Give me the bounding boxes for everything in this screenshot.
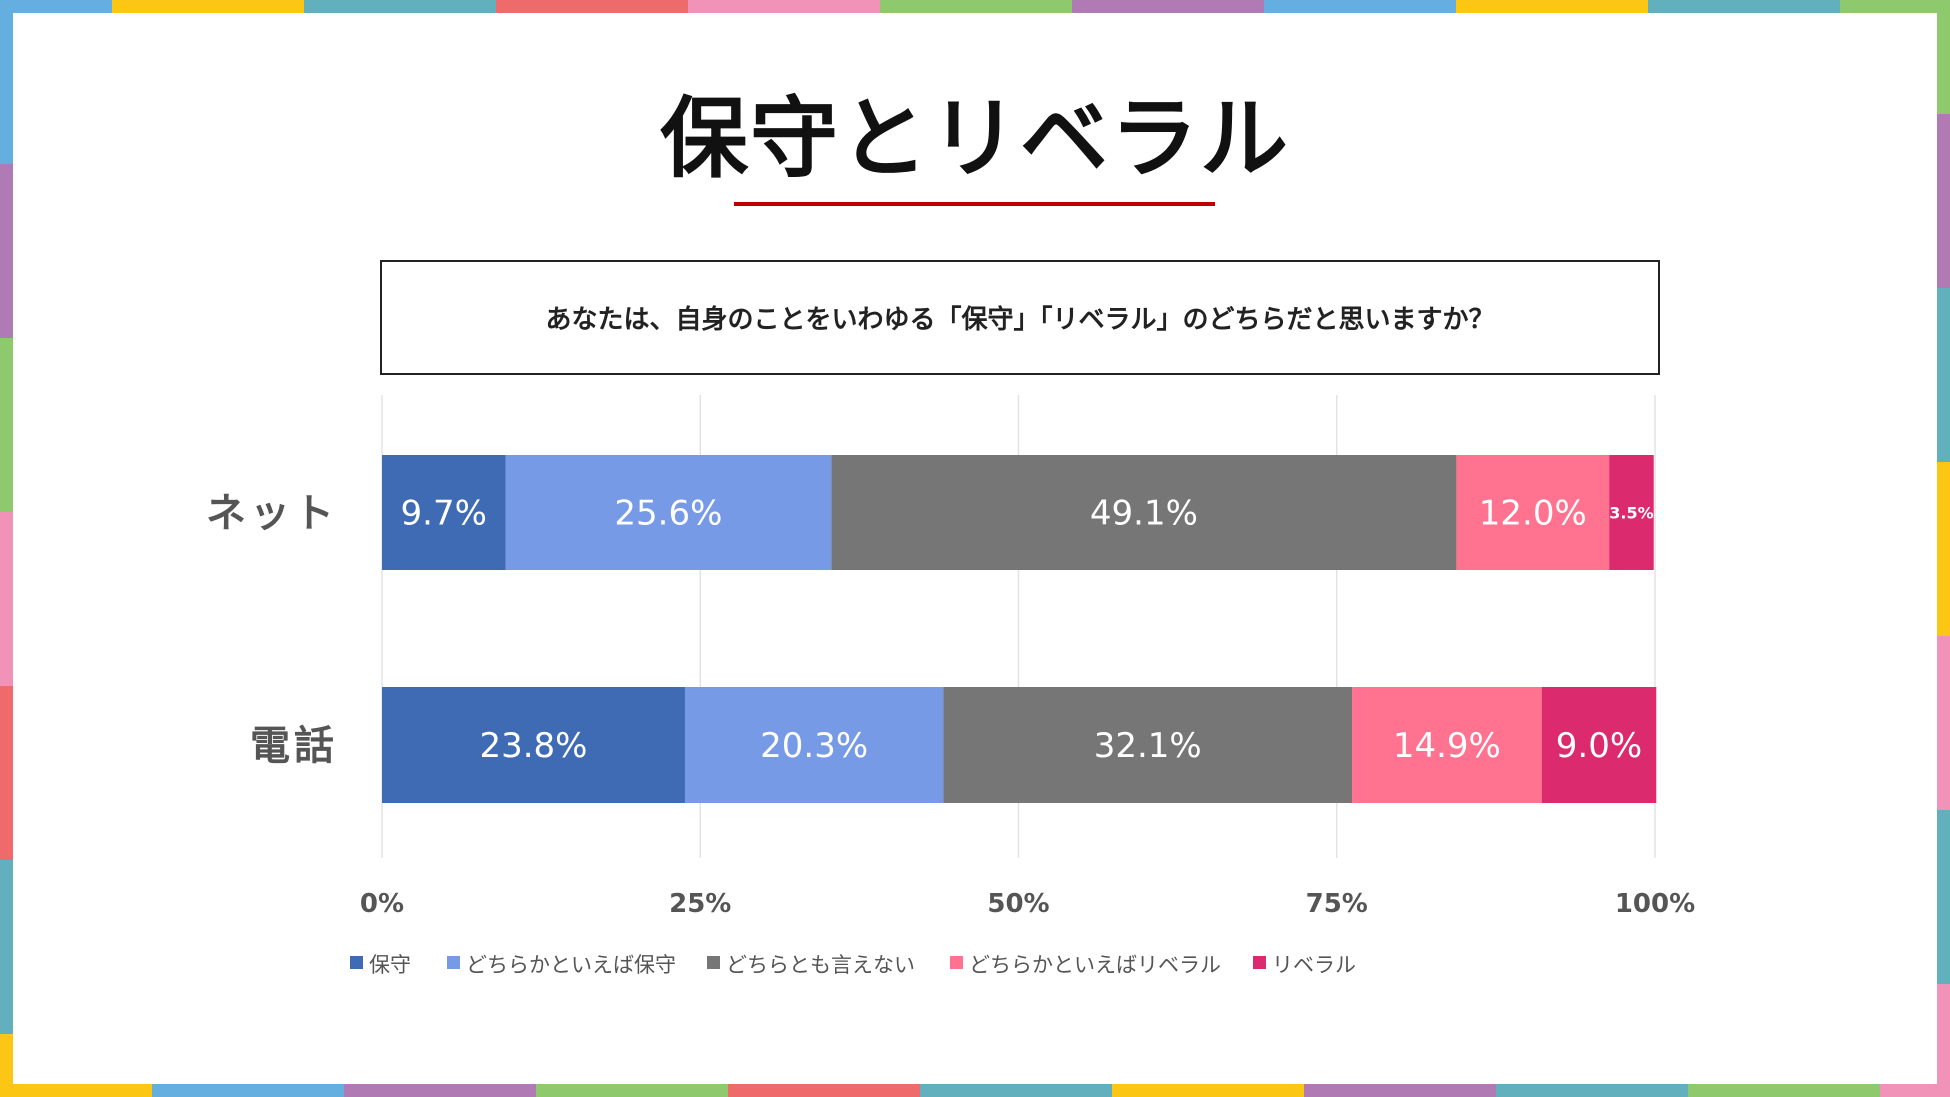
data-label: 23.8% <box>479 726 587 766</box>
border-segment <box>344 1084 536 1097</box>
data-label: 32.1% <box>1094 726 1202 766</box>
legend-swatch <box>350 956 363 969</box>
legend-label: どちらかといえば保守 <box>466 953 676 977</box>
bar-segment <box>684 687 944 803</box>
border-segment <box>1072 0 1264 13</box>
border-segment <box>152 1084 344 1097</box>
border-segment <box>1456 0 1648 13</box>
border-segment <box>0 0 112 13</box>
bar-segment <box>831 455 1457 570</box>
border-segment <box>304 0 496 13</box>
x-tick-label: 0% <box>360 889 404 919</box>
border-segment <box>0 860 13 1034</box>
bar-segment <box>1456 455 1610 570</box>
border-segment <box>1937 462 1950 636</box>
title-underline <box>734 202 1215 206</box>
border-segment <box>0 512 13 686</box>
border-segment <box>496 0 688 13</box>
bar-segment <box>505 455 832 570</box>
border-segment <box>880 0 1072 13</box>
question-text: あなたは、自身のことをいわゆる「保守」「リベラル」のどちらだと思いますか？ <box>545 305 1495 335</box>
border-segment <box>0 1084 152 1097</box>
border-segment <box>688 0 880 13</box>
data-label: 9.0% <box>1556 726 1642 766</box>
border-segment <box>1937 636 1950 810</box>
bar-segment <box>1352 687 1542 803</box>
border-segment <box>728 1084 920 1097</box>
border-segment <box>1937 0 1950 114</box>
border-segment <box>0 686 13 860</box>
legend-swatch <box>1253 956 1266 969</box>
legend-label: 保守 <box>369 953 411 977</box>
border-segment <box>0 338 13 512</box>
border-segment <box>1688 1084 1880 1097</box>
legend-swatch <box>447 956 460 969</box>
legend-swatch <box>950 956 963 969</box>
bar-segment <box>1609 455 1654 570</box>
border-segment <box>0 164 13 338</box>
data-label: 3.5% <box>1609 504 1653 523</box>
border-segment <box>1937 810 1950 984</box>
border-segment <box>920 1084 1112 1097</box>
page-title: 保守とリベラル <box>659 87 1290 190</box>
bar-segment <box>382 455 506 570</box>
border-segment <box>0 0 13 164</box>
question-box: あなたは、自身のことをいわゆる「保守」「リベラル」のどちらだと思いますか？ <box>380 260 1660 375</box>
data-label: 9.7% <box>401 494 487 534</box>
border-segment <box>1937 288 1950 462</box>
border-segment <box>536 1084 728 1097</box>
legend-swatch <box>707 956 720 969</box>
x-tick-label: 25% <box>669 889 731 919</box>
x-tick-label: 75% <box>1306 889 1368 919</box>
border-segment <box>1937 114 1950 288</box>
x-tick-label: 100% <box>1615 889 1695 919</box>
bar-segment <box>943 687 1353 803</box>
border-segment <box>1937 984 1950 1097</box>
border-segment <box>1304 1084 1496 1097</box>
border-segment <box>1648 0 1840 13</box>
legend-label: どちらとも言えない <box>726 953 915 977</box>
legend-label: リベラル <box>1272 953 1356 977</box>
border-segment <box>1264 0 1456 13</box>
data-label: 25.6% <box>614 494 722 534</box>
border-segment <box>1112 1084 1304 1097</box>
legend-label: どちらかといえばリベラル <box>969 953 1221 977</box>
bar-segment <box>382 687 685 803</box>
bar-segment <box>1541 687 1657 803</box>
border-segment <box>112 0 304 13</box>
border-segment <box>0 1034 13 1097</box>
data-label: 20.3% <box>760 726 868 766</box>
border-segment <box>1496 1084 1688 1097</box>
data-label: 12.0% <box>1479 494 1587 534</box>
category-label: 電話 <box>250 723 338 769</box>
category-label: ネット <box>206 491 338 537</box>
data-label: 14.9% <box>1393 726 1501 766</box>
border-segment <box>1880 1084 1950 1097</box>
x-tick-label: 50% <box>987 889 1049 919</box>
data-label: 49.1% <box>1090 494 1198 534</box>
border-segment <box>1840 0 1950 13</box>
